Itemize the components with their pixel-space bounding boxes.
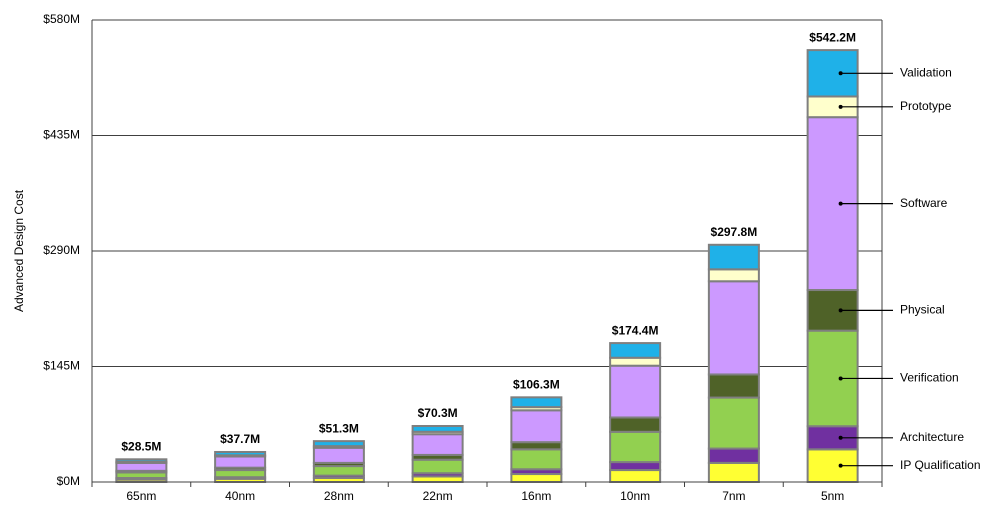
x-tick-label: 16nm	[521, 489, 551, 503]
series-annotation: Architecture	[900, 430, 964, 444]
x-tick-label: 10nm	[620, 489, 650, 503]
bar-segment	[707, 280, 760, 376]
total-label: $70.3M	[418, 406, 458, 420]
series-annotation: Software	[900, 196, 948, 210]
y-tick-label: $145M	[43, 359, 80, 373]
total-label: $542.2M	[809, 30, 856, 44]
bar-segment	[411, 458, 464, 475]
y-axis-label: Advanced Design Cost	[12, 189, 26, 312]
bar-segment	[411, 425, 464, 433]
bar-segment	[609, 430, 662, 464]
x-tick-label: 65nm	[126, 489, 156, 503]
bar-segment	[609, 461, 662, 472]
y-tick-label: $435M	[43, 128, 80, 142]
bar-segment	[609, 469, 662, 484]
bar-segment	[510, 396, 563, 409]
y-tick-label: $580M	[43, 12, 80, 26]
series-annotation: Prototype	[900, 99, 952, 113]
x-tick-label: 40nm	[225, 489, 255, 503]
total-label: $37.7M	[220, 432, 260, 446]
y-tick-label: $290M	[43, 243, 80, 257]
bar-segment	[214, 455, 267, 469]
bar-segment	[609, 356, 662, 367]
bar-segment	[411, 433, 464, 456]
bar-segment	[707, 268, 760, 283]
y-tick-label: $0M	[57, 474, 80, 488]
total-label: $51.3M	[319, 421, 359, 435]
bar-segment	[707, 447, 760, 464]
bar-segment	[510, 473, 563, 484]
x-tick-label: 28nm	[324, 489, 354, 503]
bar-segment	[214, 450, 267, 457]
bar-segment	[312, 465, 365, 477]
x-tick-label: 5nm	[821, 489, 844, 503]
bar-segment	[312, 440, 365, 448]
bar-segment	[312, 446, 365, 464]
total-label: $28.5M	[121, 439, 161, 453]
bar-segment	[707, 396, 760, 450]
series-annotation: IP Qualification	[900, 458, 981, 472]
series-annotation: Validation	[900, 65, 952, 79]
bar-segment	[510, 409, 563, 444]
x-tick-label: 22nm	[423, 489, 453, 503]
bar-segment	[707, 243, 760, 271]
series-annotation: Verification	[900, 371, 959, 385]
series-annotation: Physical	[900, 303, 945, 317]
total-label: $106.3M	[513, 377, 560, 391]
total-label: $297.8M	[711, 225, 758, 239]
bar-segment	[707, 373, 760, 399]
bar-segment	[115, 461, 168, 472]
bar-segment	[609, 364, 662, 419]
bar-segment	[510, 441, 563, 451]
bar-segment	[609, 342, 662, 359]
bar-segment	[510, 448, 563, 471]
bar-segment	[707, 461, 760, 483]
bar-segment	[115, 458, 168, 463]
x-tick-label: 7nm	[722, 489, 745, 503]
bar-segment	[214, 469, 267, 479]
total-label: $174.4M	[612, 323, 659, 337]
bar-segment	[609, 416, 662, 433]
